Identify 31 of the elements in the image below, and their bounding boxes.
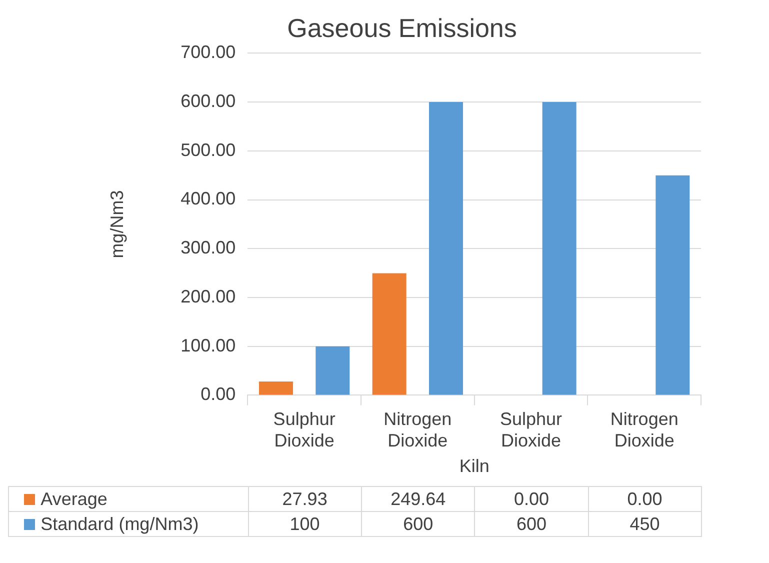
data-label: 600 — [474, 512, 588, 536]
y-tick-label: 200.00 — [180, 286, 236, 306]
y-tick-label: 0.00 — [200, 384, 236, 404]
data-label: 27.93 — [248, 486, 362, 512]
data-label: 249.64 — [361, 486, 475, 512]
y-tick-label: 300.00 — [180, 238, 236, 258]
y-tick-label: 700.00 — [180, 42, 236, 62]
bar — [542, 102, 576, 395]
x-tick-label: Sulphur Dioxide — [500, 408, 562, 451]
chart-title: Gaseous Emissions — [287, 12, 517, 43]
y-axis-title: mg/Nm3 — [106, 190, 127, 258]
x-tick-label: Nitrogen Dioxide — [610, 408, 678, 451]
data-label: 600 — [361, 512, 475, 536]
bar — [372, 273, 406, 395]
x-tick-label: Nitrogen Dioxide — [384, 408, 452, 451]
bar — [428, 102, 463, 395]
data-label: 100 — [248, 512, 362, 536]
bar — [316, 346, 350, 395]
data-label: 0.00 — [588, 486, 702, 512]
data-label: 450 — [588, 512, 702, 536]
data-label: 0.00 — [474, 486, 588, 512]
x-axis-title: Kiln — [459, 456, 490, 476]
y-tick-label: 100.00 — [180, 335, 236, 356]
y-tick-label: 500.00 — [180, 140, 236, 160]
x-tick-label: Sulphur Dioxide — [273, 408, 336, 451]
y-tick-label: 600.00 — [180, 91, 236, 112]
legend-label: Standard (mg/Nm3) — [40, 514, 199, 534]
bar — [656, 175, 690, 395]
y-tick-label: 400.00 — [180, 188, 236, 209]
bar — [258, 382, 293, 395]
legend-label: Average — [40, 488, 108, 508]
